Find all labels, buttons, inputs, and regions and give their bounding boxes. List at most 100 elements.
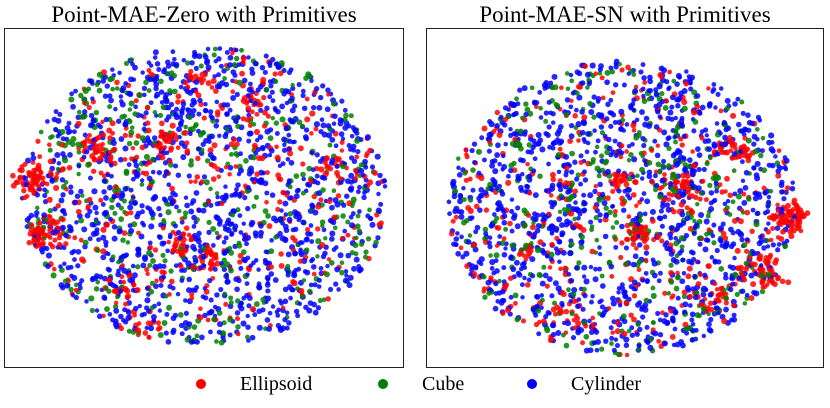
point-cylinder xyxy=(308,282,314,288)
point-ellipsoid xyxy=(643,235,650,242)
point-cube xyxy=(554,102,561,109)
point-cylinder xyxy=(563,221,570,228)
point-cube xyxy=(730,199,736,205)
point-cube xyxy=(765,238,770,243)
point-cylinder xyxy=(140,209,145,215)
point-cylinder xyxy=(186,173,192,179)
point-cylinder xyxy=(511,112,516,118)
point-cube xyxy=(233,55,240,62)
point-cube xyxy=(569,150,575,157)
point-cylinder xyxy=(161,196,167,202)
point-ellipsoid xyxy=(298,287,305,294)
point-cylinder xyxy=(766,199,771,205)
point-cylinder xyxy=(262,257,268,263)
point-cylinder xyxy=(671,342,677,348)
point-cube xyxy=(731,168,737,174)
point-cylinder xyxy=(256,267,261,272)
point-cylinder xyxy=(193,190,200,196)
point-cylinder xyxy=(672,326,678,332)
point-cylinder xyxy=(451,193,458,200)
point-cylinder xyxy=(279,235,286,242)
point-cylinder xyxy=(718,86,724,91)
point-cylinder xyxy=(641,191,647,196)
point-cylinder xyxy=(126,162,132,167)
point-cylinder xyxy=(41,212,48,219)
point-cylinder xyxy=(587,347,594,354)
point-cylinder xyxy=(494,152,501,159)
point-cylinder xyxy=(572,207,578,212)
point-cube xyxy=(639,166,645,173)
point-ellipsoid xyxy=(21,187,27,194)
point-ellipsoid xyxy=(188,75,194,80)
point-cube xyxy=(303,247,310,253)
point-cylinder xyxy=(728,286,734,293)
point-ellipsoid xyxy=(619,67,625,73)
point-cylinder xyxy=(173,223,179,229)
point-cylinder xyxy=(573,200,578,205)
point-cylinder xyxy=(459,234,464,240)
point-cylinder xyxy=(519,282,525,288)
point-cylinder xyxy=(576,215,581,221)
point-cube xyxy=(279,116,286,123)
point-cylinder xyxy=(643,270,649,276)
point-cylinder xyxy=(607,110,613,115)
point-cylinder xyxy=(164,150,170,156)
point-cylinder xyxy=(608,65,614,71)
point-cylinder xyxy=(522,275,527,281)
point-ellipsoid xyxy=(750,281,757,288)
point-cylinder xyxy=(339,98,345,104)
point-cylinder xyxy=(664,245,670,252)
point-cylinder xyxy=(150,169,156,175)
point-cube xyxy=(611,234,618,240)
point-cylinder xyxy=(722,201,728,207)
point-cylinder xyxy=(208,329,213,335)
point-cylinder xyxy=(292,103,298,109)
point-ellipsoid xyxy=(766,254,773,261)
point-cylinder xyxy=(258,177,265,183)
point-cylinder xyxy=(300,92,306,99)
point-ellipsoid xyxy=(609,274,615,279)
point-ellipsoid xyxy=(738,264,745,271)
point-cylinder xyxy=(246,55,251,60)
point-cylinder xyxy=(51,116,58,123)
point-cylinder xyxy=(582,169,587,175)
point-cylinder xyxy=(548,199,554,206)
point-ellipsoid xyxy=(155,326,161,332)
point-cylinder xyxy=(314,173,320,179)
point-cylinder xyxy=(196,230,202,237)
point-cylinder xyxy=(272,277,279,283)
point-cylinder xyxy=(316,277,322,283)
point-cube xyxy=(128,129,135,136)
point-cylinder xyxy=(508,294,514,300)
point-cylinder xyxy=(571,287,578,294)
point-ellipsoid xyxy=(548,193,554,198)
point-cylinder xyxy=(74,193,81,199)
point-cylinder xyxy=(668,182,674,187)
point-ellipsoid xyxy=(214,260,221,267)
point-cylinder xyxy=(509,228,515,234)
point-cube xyxy=(38,129,44,135)
point-ellipsoid xyxy=(605,195,611,201)
point-cube xyxy=(285,263,291,269)
chart-title-left: Point-MAE-Zero with Primitives xyxy=(51,2,357,27)
point-cube xyxy=(146,249,153,257)
point-cylinder xyxy=(688,86,694,92)
point-cylinder xyxy=(657,270,663,276)
point-cylinder xyxy=(131,272,138,279)
point-cylinder xyxy=(67,129,73,135)
point-cylinder xyxy=(463,250,470,257)
point-cylinder xyxy=(30,155,37,161)
point-cube xyxy=(657,169,663,175)
point-cube xyxy=(122,209,127,215)
point-cylinder xyxy=(773,154,778,159)
point-cube xyxy=(123,60,130,67)
point-cylinder xyxy=(303,135,310,142)
point-cylinder xyxy=(575,303,581,310)
point-cylinder xyxy=(600,191,606,198)
point-cylinder xyxy=(659,177,666,184)
point-ellipsoid xyxy=(93,143,99,148)
point-cylinder xyxy=(69,91,75,97)
point-cylinder xyxy=(179,219,185,225)
point-ellipsoid xyxy=(170,247,177,254)
point-cylinder xyxy=(55,133,61,139)
